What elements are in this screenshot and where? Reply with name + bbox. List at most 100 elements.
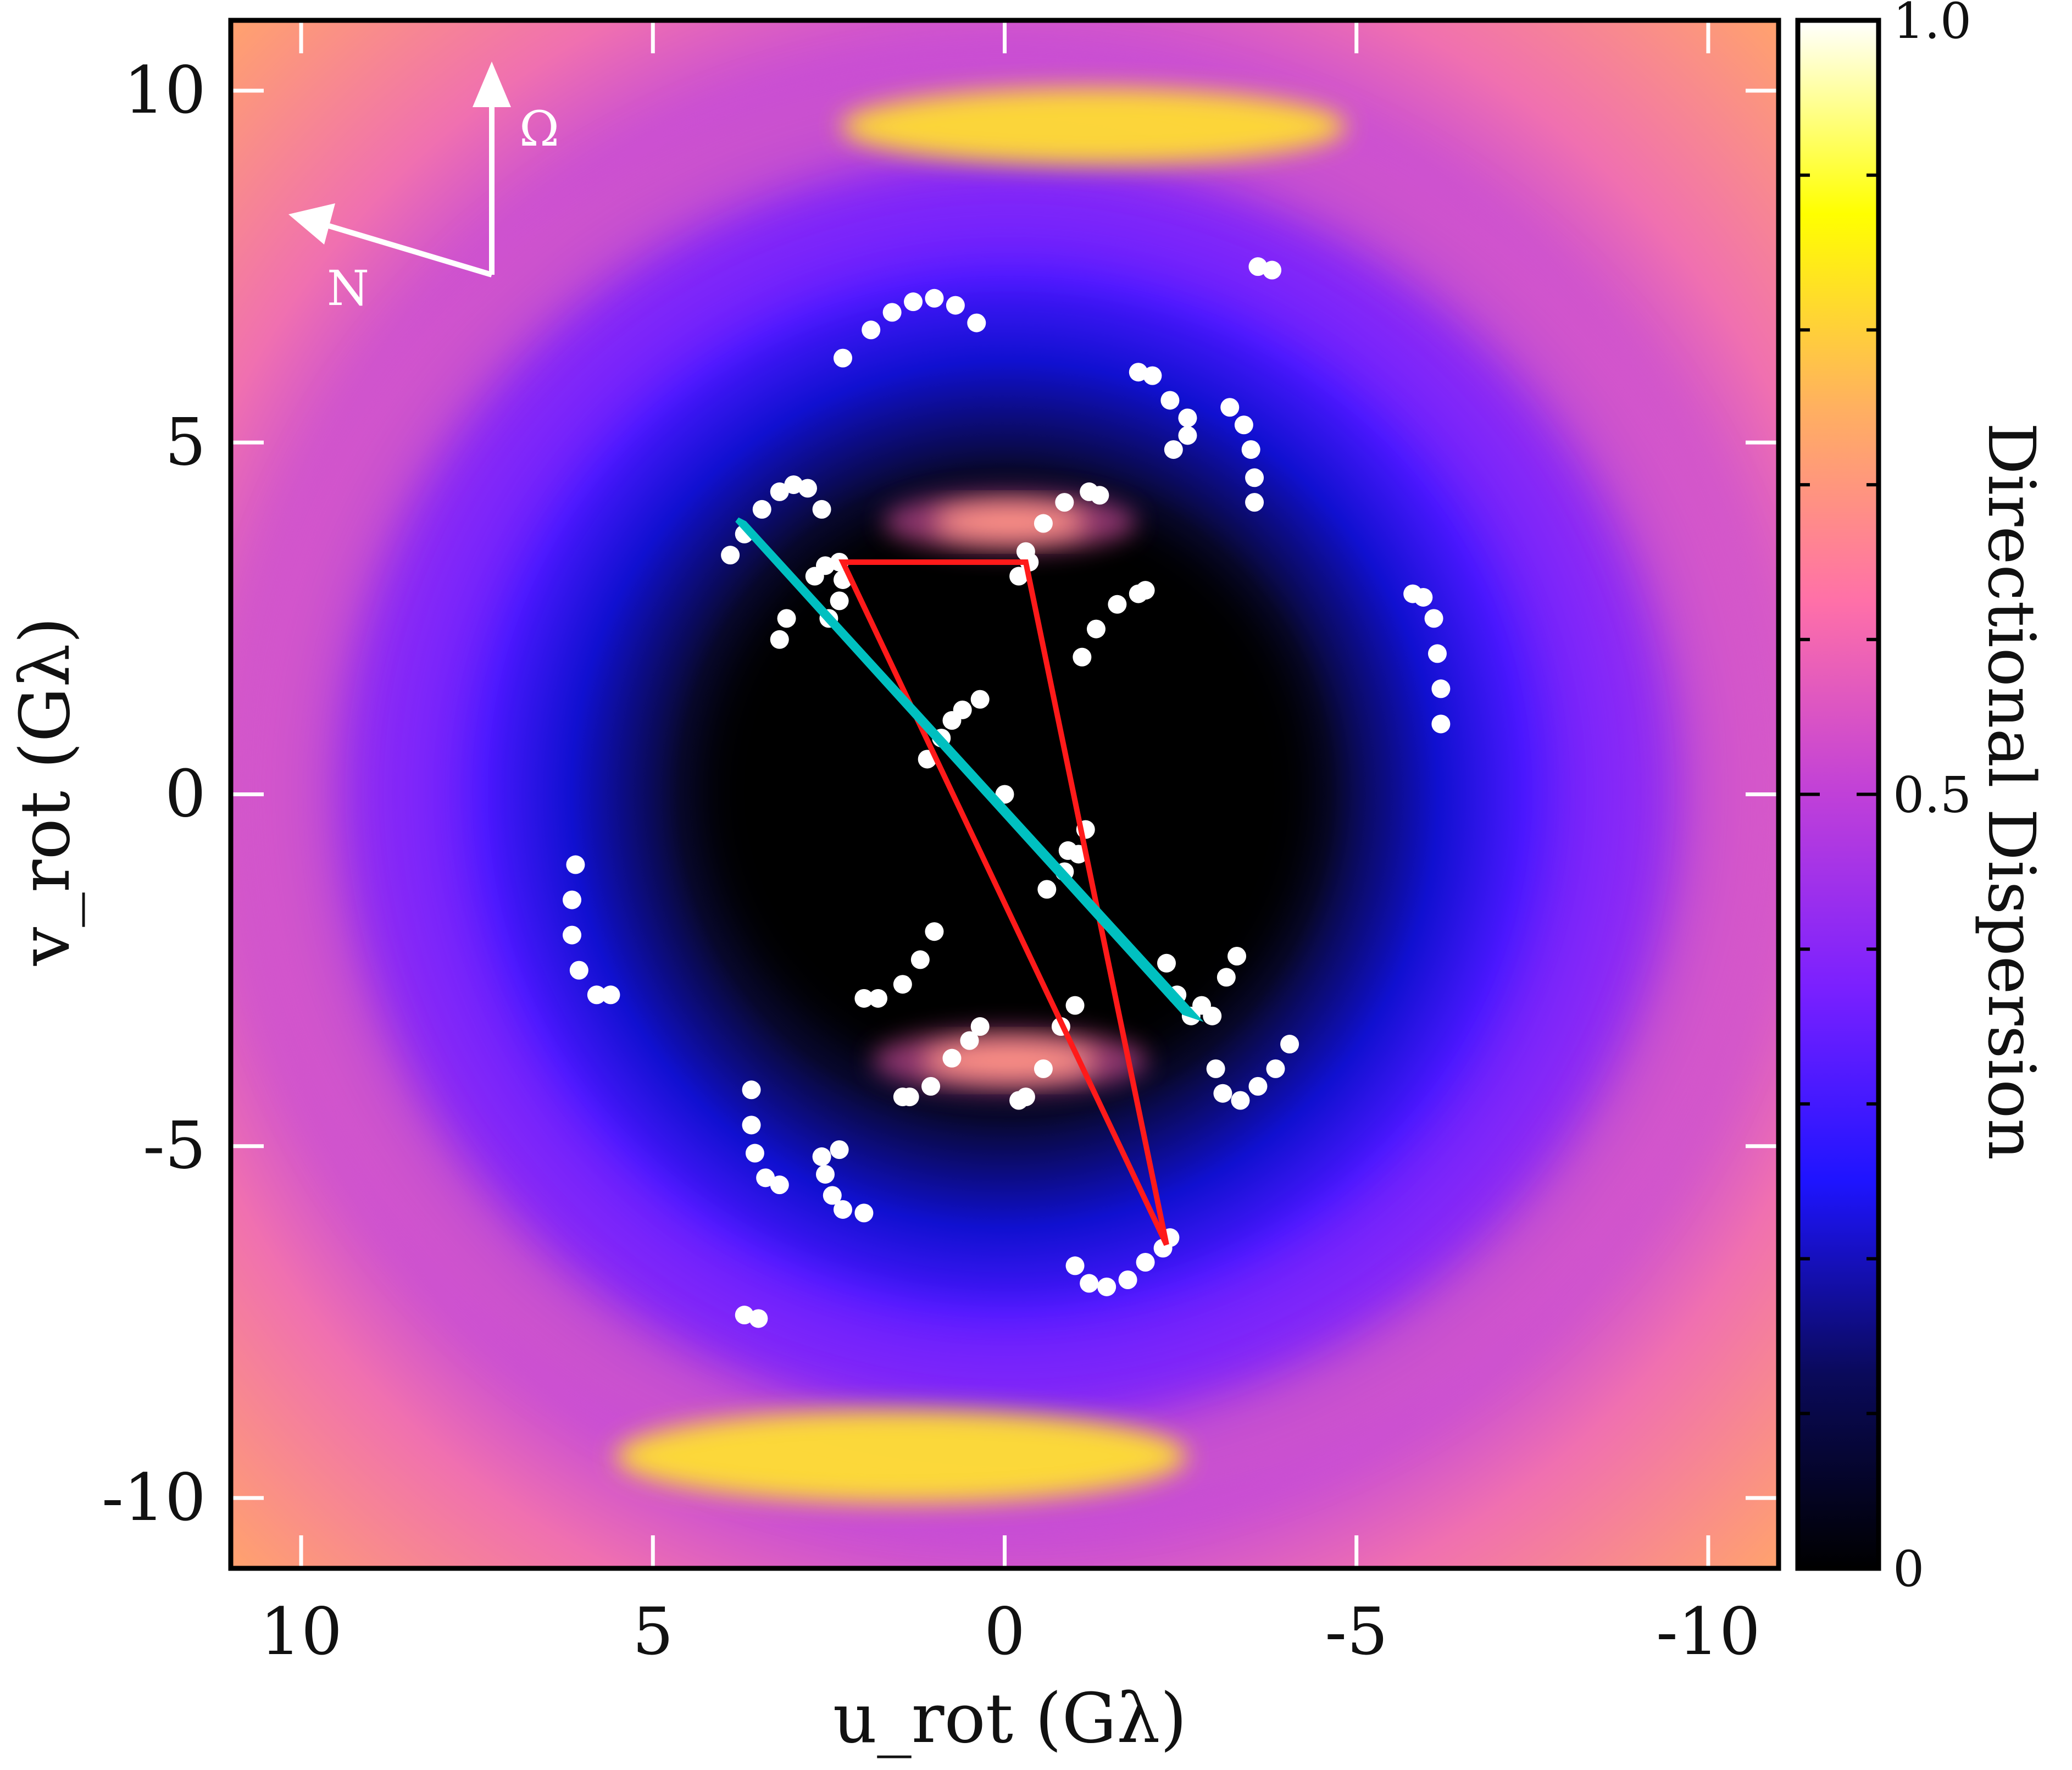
uv-point xyxy=(1086,619,1106,639)
uv-point xyxy=(1263,260,1282,280)
uv-point xyxy=(587,985,606,1005)
uv-point xyxy=(833,1200,852,1219)
uv-track xyxy=(1129,363,1197,459)
colorbar-tick-label: 0.5 xyxy=(1893,767,1971,824)
uv-track xyxy=(1206,1035,1299,1110)
uv-point xyxy=(756,1168,775,1188)
uv-point xyxy=(1245,468,1264,487)
uv-track xyxy=(1248,257,1282,280)
uv-point xyxy=(784,475,803,495)
uv-point xyxy=(1266,1059,1285,1078)
uv-track xyxy=(1216,947,1247,987)
uv-point xyxy=(770,630,789,649)
uv-point xyxy=(1143,366,1162,385)
uv-point xyxy=(1178,408,1197,428)
uv-point xyxy=(1065,1256,1085,1275)
closure-triangles xyxy=(735,517,1204,1246)
x-tick-label: 0 xyxy=(984,1594,1025,1669)
hotspot-top xyxy=(841,88,1346,165)
uv-point xyxy=(1206,1059,1225,1078)
uv-point xyxy=(752,500,771,519)
uv-point xyxy=(1090,486,1109,505)
uv-point xyxy=(1009,567,1029,586)
uv-point xyxy=(1220,398,1240,417)
uv-point xyxy=(812,1147,831,1166)
uv-point xyxy=(995,785,1014,804)
y-axis-title: v_rot (Gλ) xyxy=(5,617,85,967)
uv-track xyxy=(735,1306,768,1328)
inner-ticks xyxy=(231,20,1779,1568)
uv-point xyxy=(882,303,902,322)
uv-point xyxy=(777,609,796,628)
y-tick-label: 10 xyxy=(124,52,206,128)
uv-point xyxy=(815,556,835,575)
uv-point xyxy=(1424,609,1443,628)
uv-point xyxy=(970,1017,990,1036)
uv-point xyxy=(833,348,852,368)
uv-point xyxy=(921,1077,941,1096)
uv-point xyxy=(812,500,831,519)
uv-track xyxy=(563,855,620,1005)
uv-point xyxy=(1248,1077,1268,1096)
uv-point xyxy=(830,1140,849,1159)
uv-point xyxy=(1178,426,1197,445)
heatmap-ring-inner xyxy=(373,176,1647,1407)
uv-point xyxy=(770,1175,789,1195)
y-tick-label: -10 xyxy=(102,1460,206,1535)
uv-point xyxy=(1245,493,1264,512)
uv-point xyxy=(1129,363,1148,382)
uv-track xyxy=(854,922,944,1008)
uv-point xyxy=(742,1080,761,1100)
uv-point xyxy=(1073,647,1092,667)
hotspot-inner-bottom-halo xyxy=(873,1029,1147,1092)
uv-track xyxy=(1009,996,1085,1110)
uv-point xyxy=(1037,880,1057,899)
colorbar-title: Directional Dispersion xyxy=(1974,423,2049,1160)
uv-point xyxy=(563,925,582,945)
uv-point xyxy=(1080,1274,1099,1293)
uv-point xyxy=(960,1031,979,1050)
uv-point xyxy=(569,961,588,980)
compass: Ω N xyxy=(288,62,559,317)
uv-point xyxy=(1118,1270,1137,1290)
uv-track xyxy=(893,1017,990,1107)
uv-track xyxy=(995,785,1014,804)
x-tick-label: -5 xyxy=(1325,1594,1388,1669)
uv-point xyxy=(1136,1253,1155,1272)
uv-point xyxy=(1055,493,1074,512)
uv-point xyxy=(563,890,582,909)
uv-point xyxy=(745,1144,764,1163)
uv-point xyxy=(904,292,923,312)
uv-point xyxy=(1427,644,1447,663)
colorbar-tick-label: 0 xyxy=(1893,1540,1924,1598)
uv-point xyxy=(1097,1277,1116,1296)
uv-track xyxy=(1016,482,1109,561)
uv-point xyxy=(735,1306,754,1325)
uv-point xyxy=(1034,1059,1053,1078)
colorbar-tick-label: 1.0 xyxy=(1893,0,1971,50)
uv-point xyxy=(798,479,817,498)
uv-track xyxy=(812,1140,874,1223)
x-tick-label: 10 xyxy=(260,1594,342,1669)
uv-point xyxy=(1065,996,1085,1015)
uv-point xyxy=(970,690,990,709)
uv-point xyxy=(566,855,585,874)
uv-point xyxy=(925,922,944,941)
uv-point xyxy=(823,1186,842,1205)
uv-point xyxy=(942,1048,962,1068)
uv-point xyxy=(1234,415,1253,435)
uv-point xyxy=(1241,440,1260,459)
uv-point xyxy=(1227,947,1247,966)
compass-spin-arrowhead xyxy=(473,62,511,107)
uv-point xyxy=(953,700,972,719)
uv-point xyxy=(893,975,912,994)
uv-point xyxy=(770,482,789,501)
uv-point xyxy=(893,1087,912,1107)
uv-point xyxy=(1009,1091,1029,1110)
uv-track xyxy=(770,609,796,649)
uv-point xyxy=(1414,587,1433,607)
compass-north-line xyxy=(326,223,493,278)
uv-point xyxy=(869,989,888,1008)
uv-point xyxy=(910,950,930,969)
